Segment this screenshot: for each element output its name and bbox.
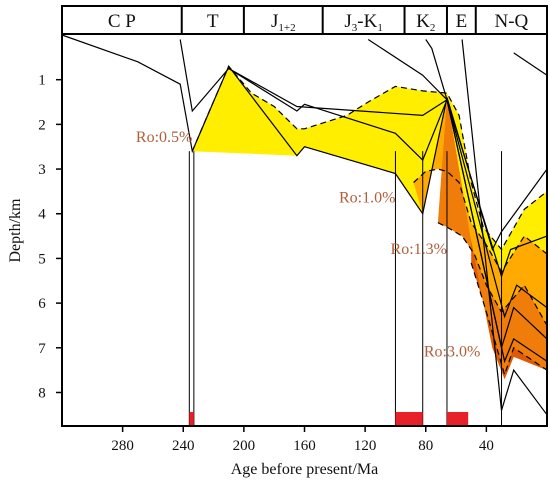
burial-curve-1 xyxy=(61,34,548,252)
period-label-3: J1+2 xyxy=(271,11,296,34)
red-marker-3 xyxy=(446,412,469,426)
ro-boundaries xyxy=(191,65,548,377)
x-tick-label-200: 200 xyxy=(233,438,256,454)
x-tick-label-240: 240 xyxy=(172,438,195,454)
ro-label-2: Ro:1.0% xyxy=(339,190,395,207)
burial-curve-7 xyxy=(513,52,548,76)
period-label-4: J3-K1 xyxy=(344,11,382,34)
x-tick-label-40: 40 xyxy=(479,438,494,454)
ro-boundary-1 xyxy=(191,65,548,251)
y-tick-label-7: 7 xyxy=(38,341,46,357)
y-tick-label-3: 3 xyxy=(38,162,46,178)
burial-curves xyxy=(61,34,548,416)
ro-label-4: Ro:3.0% xyxy=(424,344,480,361)
y-tick-label-4: 4 xyxy=(38,207,46,223)
y-tick-label-5: 5 xyxy=(38,251,46,267)
x-tick-label-80: 80 xyxy=(418,438,433,454)
red-marker-1 xyxy=(189,412,194,426)
x-tick-label-160: 160 xyxy=(293,438,316,454)
y-axis-ticks: 1 2 3 4 5 6 7 8 xyxy=(38,73,62,401)
period-label-6: E xyxy=(456,11,468,32)
red-marker-2 xyxy=(395,412,423,426)
ro-zone-3 xyxy=(437,97,547,380)
red-markers xyxy=(189,412,469,426)
ro-boundary-4 xyxy=(470,262,548,377)
x-tick-label-120: 120 xyxy=(354,438,377,454)
ro-labels: Ro:0.5% Ro:1.0% Ro:1.3% Ro:3.0% xyxy=(136,129,480,360)
period-label-7: N-Q xyxy=(494,11,528,32)
y-axis-title: Depth/km xyxy=(7,198,24,263)
burial-curve-6 xyxy=(461,39,548,416)
x-axis-title: Age before present/Ma xyxy=(231,461,379,478)
period-label-2: T xyxy=(207,11,219,32)
ro-label-1: Ro:0.5% xyxy=(136,129,192,146)
period-header: C P T J1+2 J3-K1 K2 E N-Q xyxy=(62,6,547,35)
burial-curve-2 xyxy=(179,39,548,279)
vertical-lines xyxy=(188,151,503,426)
x-axis-ticks: 280 240 200 160 120 80 40 xyxy=(111,426,494,454)
y-tick-label-1: 1 xyxy=(38,73,46,89)
x-tick-label-280: 280 xyxy=(111,438,134,454)
y-tick-label-2: 2 xyxy=(38,117,46,133)
ro-zones xyxy=(192,66,548,380)
ro-boundary-3 xyxy=(437,222,548,326)
y-tick-label-6: 6 xyxy=(38,296,46,312)
ro-boundary-2 xyxy=(413,168,548,273)
y-tick-label-8: 8 xyxy=(38,385,46,401)
ro-label-3: Ro:1.3% xyxy=(391,241,447,258)
period-label-1: C P xyxy=(108,11,136,32)
period-label-5: K2 xyxy=(416,11,435,34)
